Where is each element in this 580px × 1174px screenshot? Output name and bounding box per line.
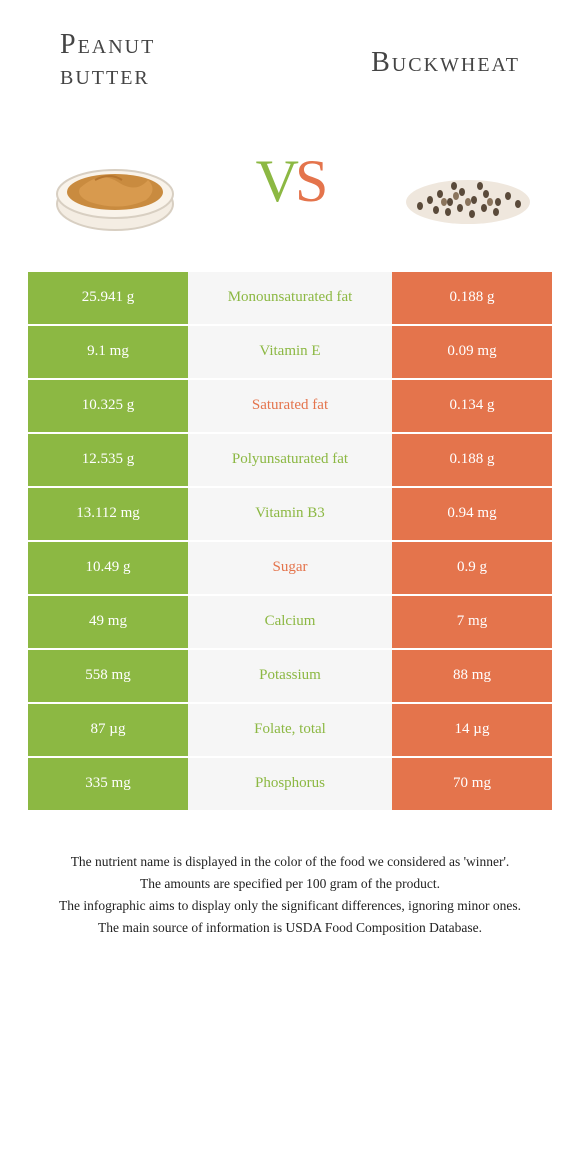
- table-row: 10.49 gSugar0.9 g: [28, 542, 552, 594]
- table-row: 335 mgPhosphorus70 mg: [28, 758, 552, 810]
- left-value: 13.112 mg: [28, 488, 188, 540]
- footnote-line: The amounts are specified per 100 gram o…: [40, 874, 540, 894]
- right-value: 0.09 mg: [392, 326, 552, 378]
- left-value: 558 mg: [28, 650, 188, 702]
- left-value: 9.1 mg: [28, 326, 188, 378]
- nutrient-label: Sugar: [188, 542, 392, 594]
- right-value: 0.94 mg: [392, 488, 552, 540]
- table-row: 10.325 gSaturated fat0.134 g: [28, 380, 552, 432]
- image-row: VS: [0, 102, 580, 272]
- title-left-line1: Peanut: [60, 30, 155, 61]
- nutrient-label: Vitamin E: [188, 326, 392, 378]
- left-value: 25.941 g: [28, 272, 188, 324]
- nutrient-label: Phosphorus: [188, 758, 392, 810]
- footnote-line: The nutrient name is displayed in the co…: [40, 852, 540, 872]
- comparison-table: 25.941 gMonounsaturated fat0.188 g9.1 mg…: [0, 272, 580, 810]
- right-value: 70 mg: [392, 758, 552, 810]
- vs-s: S: [295, 147, 324, 216]
- left-value: 87 µg: [28, 704, 188, 756]
- nutrient-label: Folate, total: [188, 704, 392, 756]
- table-row: 49 mgCalcium7 mg: [28, 596, 552, 648]
- footnotes: The nutrient name is displayed in the co…: [0, 812, 580, 939]
- right-value: 14 µg: [392, 704, 552, 756]
- nutrient-label: Vitamin B3: [188, 488, 392, 540]
- left-value: 10.49 g: [28, 542, 188, 594]
- table-row: 558 mgPotassium88 mg: [28, 650, 552, 702]
- table-row: 9.1 mgVitamin E0.09 mg: [28, 326, 552, 378]
- left-value: 335 mg: [28, 758, 188, 810]
- title-right: Buckwheat: [371, 30, 520, 79]
- table-row: 13.112 mgVitamin B30.94 mg: [28, 488, 552, 540]
- vs-badge: VS: [256, 147, 325, 216]
- left-value: 10.325 g: [28, 380, 188, 432]
- title-left: Peanut butter: [60, 30, 155, 92]
- table-row: 12.535 gPolyunsaturated fat0.188 g: [28, 434, 552, 486]
- table-row: 87 µgFolate, total14 µg: [28, 704, 552, 756]
- right-value: 0.188 g: [392, 272, 552, 324]
- right-value: 88 mg: [392, 650, 552, 702]
- nutrient-label: Potassium: [188, 650, 392, 702]
- right-value: 7 mg: [392, 596, 552, 648]
- nutrient-label: Calcium: [188, 596, 392, 648]
- left-value: 49 mg: [28, 596, 188, 648]
- nutrient-label: Polyunsaturated fat: [188, 434, 392, 486]
- title-left-line2: butter: [60, 61, 155, 92]
- right-value: 0.9 g: [392, 542, 552, 594]
- buckwheat-image: [390, 122, 540, 242]
- table-row: 25.941 gMonounsaturated fat0.188 g: [28, 272, 552, 324]
- footnote-line: The infographic aims to display only the…: [40, 896, 540, 916]
- nutrient-label: Monounsaturated fat: [188, 272, 392, 324]
- left-value: 12.535 g: [28, 434, 188, 486]
- right-value: 0.134 g: [392, 380, 552, 432]
- nutrient-label: Saturated fat: [188, 380, 392, 432]
- footnote-line: The main source of information is USDA F…: [40, 918, 540, 938]
- peanut-butter-image: [40, 122, 190, 242]
- vs-v: V: [256, 147, 295, 216]
- right-value: 0.188 g: [392, 434, 552, 486]
